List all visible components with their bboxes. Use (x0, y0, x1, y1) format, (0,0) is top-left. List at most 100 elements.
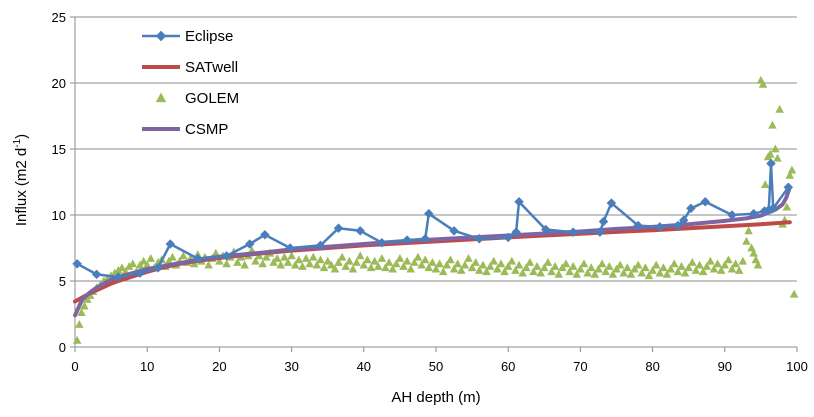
golem-point (713, 259, 722, 268)
legend-label: CSMP (185, 121, 228, 138)
y-tick-label: 20 (52, 76, 66, 91)
golem-point (590, 269, 600, 278)
x-tick-label: 50 (429, 359, 443, 374)
golem-point (540, 263, 549, 272)
golem-point (139, 256, 148, 265)
golem-point (597, 259, 607, 268)
golem-point (233, 258, 242, 266)
golem-point (399, 261, 408, 270)
golem-point (511, 265, 520, 274)
golem-point (355, 251, 365, 260)
golem-point (709, 264, 719, 273)
golem-point (662, 269, 672, 278)
golem-point (601, 267, 610, 276)
golem-point (449, 264, 459, 273)
golem-point (114, 265, 123, 274)
golem-point (775, 104, 784, 113)
eclipse-point (91, 269, 102, 280)
golem-point (572, 269, 582, 278)
x-tick-label: 70 (573, 359, 587, 374)
golem-point (695, 260, 704, 269)
y-axis-label-main: Influx (m2 d (13, 148, 30, 226)
golem-point (146, 254, 156, 262)
golem-point (298, 261, 307, 270)
eclipse-point (511, 227, 521, 238)
golem-point (135, 260, 145, 269)
golem-point (327, 260, 336, 269)
golem-point (503, 261, 513, 270)
golem-point (626, 269, 636, 278)
legend-item-golem: GOLEM (155, 90, 239, 107)
golem-point (240, 260, 249, 269)
golem-point (514, 260, 524, 269)
eclipse-point (673, 220, 683, 231)
golem-point (579, 259, 589, 268)
y-axis-label: Influx (m2 d-1) (12, 134, 30, 226)
golem-point (782, 202, 792, 211)
golem-point (771, 144, 780, 153)
golem-point (684, 263, 693, 272)
golem-point (251, 256, 260, 265)
eclipse-point (113, 272, 124, 282)
eclipse-point (686, 203, 696, 214)
golem-point (731, 259, 740, 268)
golem-point (82, 294, 92, 303)
eclipse-point (633, 220, 644, 231)
golem-point (420, 255, 430, 264)
golem-point (738, 256, 748, 265)
eclipse-point (260, 229, 270, 240)
eclipse-point (606, 198, 617, 208)
golem-point (377, 254, 387, 262)
golem-point (258, 259, 267, 268)
golem-point (330, 264, 340, 273)
golem-point (312, 260, 322, 269)
eclipse-point (768, 203, 779, 214)
x-tick-label: 90 (718, 359, 732, 374)
golem-point (583, 268, 592, 277)
golem-point (724, 255, 733, 264)
golem-point (424, 263, 434, 272)
x-axis-label: AH depth (m) (391, 389, 480, 406)
eclipse-point (514, 196, 524, 207)
x-tick-label: 80 (645, 359, 659, 374)
golem-point (117, 263, 127, 272)
eclipse-point (748, 208, 759, 219)
golem-point (413, 252, 423, 261)
golem-point (438, 267, 448, 276)
golem-point (543, 258, 553, 266)
golem-point (565, 267, 574, 276)
golem-point (215, 256, 224, 265)
golem-point (280, 252, 289, 261)
golem-point (211, 248, 221, 257)
golem-point (77, 308, 86, 317)
eclipse-point (402, 235, 412, 245)
golem-point (373, 261, 383, 270)
golem-point (435, 259, 444, 268)
golem-point (471, 258, 480, 266)
golem-point (518, 268, 527, 277)
golem-point (341, 261, 351, 270)
csmp-line (73, 185, 792, 318)
eclipse-point (221, 251, 232, 261)
golem-point (75, 320, 84, 328)
x-tick-label: 20 (212, 359, 226, 374)
golem-point (651, 260, 661, 269)
eclipse-point (244, 239, 255, 249)
golem-point (758, 79, 768, 88)
x-tick-label: 60 (501, 359, 515, 374)
golem-point (760, 180, 770, 189)
golem-point (305, 259, 314, 268)
golem-point (586, 263, 596, 272)
x-tick-label: 100 (786, 359, 808, 374)
y-axis-label-sup: -1 (12, 138, 23, 147)
golem-point (637, 268, 647, 277)
golem-point (308, 252, 318, 261)
eclipse-point (333, 223, 344, 234)
eclipse-point (135, 268, 145, 278)
golem-point (428, 258, 437, 266)
golem-point (366, 263, 376, 272)
eclipse-point (727, 210, 737, 220)
golem-point (753, 260, 763, 269)
eclipse-point (285, 243, 296, 253)
